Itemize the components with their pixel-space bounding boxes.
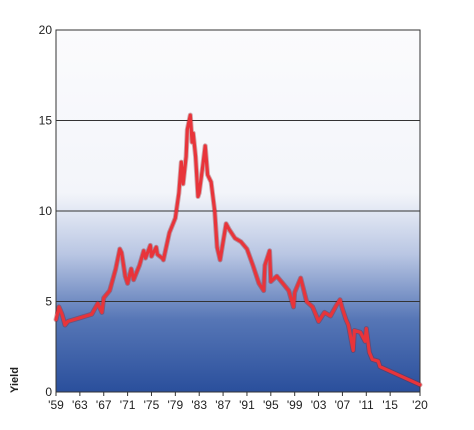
x-axis-ticks: '59 '63 '67 '71 '75 '79 '83 '87 '91 '95 '99 '03 '07 '…	[48, 392, 428, 412]
yield-line	[54, 113, 422, 387]
x-tick-label: '79	[168, 398, 184, 412]
x-tick-label: '91	[239, 398, 255, 412]
y-tick-label: 10	[39, 204, 53, 218]
y-axis-ticks: 0 5 10 15 20	[39, 23, 53, 399]
y-tick-label: 15	[39, 114, 53, 128]
x-tick-label: '11	[359, 398, 374, 412]
x-tick-label: '95	[263, 398, 279, 412]
x-tick-label: '71	[120, 398, 136, 412]
y-tick-label: 20	[39, 23, 53, 37]
plot-frame	[55, 29, 421, 393]
x-tick-label: '20	[412, 398, 428, 412]
y-tick-label: 5	[45, 295, 52, 309]
x-tick-label: '87	[215, 398, 231, 412]
x-tick-label: '67	[96, 398, 112, 412]
gridlines	[56, 120, 420, 302]
y-axis-label: Yield	[9, 367, 21, 393]
x-tick-label: '07	[335, 398, 351, 412]
x-tick-label: '63	[72, 398, 88, 412]
x-tick-label: '83	[191, 398, 207, 412]
yield-series	[53, 112, 423, 388]
x-tick-label: '15	[382, 398, 398, 412]
x-tick-label: '03	[311, 398, 327, 412]
x-tick-label: '59	[48, 398, 64, 412]
x-tick-label: '99	[287, 398, 303, 412]
y-tick-label: 0	[45, 385, 52, 399]
x-tick-label: '75	[144, 398, 160, 412]
